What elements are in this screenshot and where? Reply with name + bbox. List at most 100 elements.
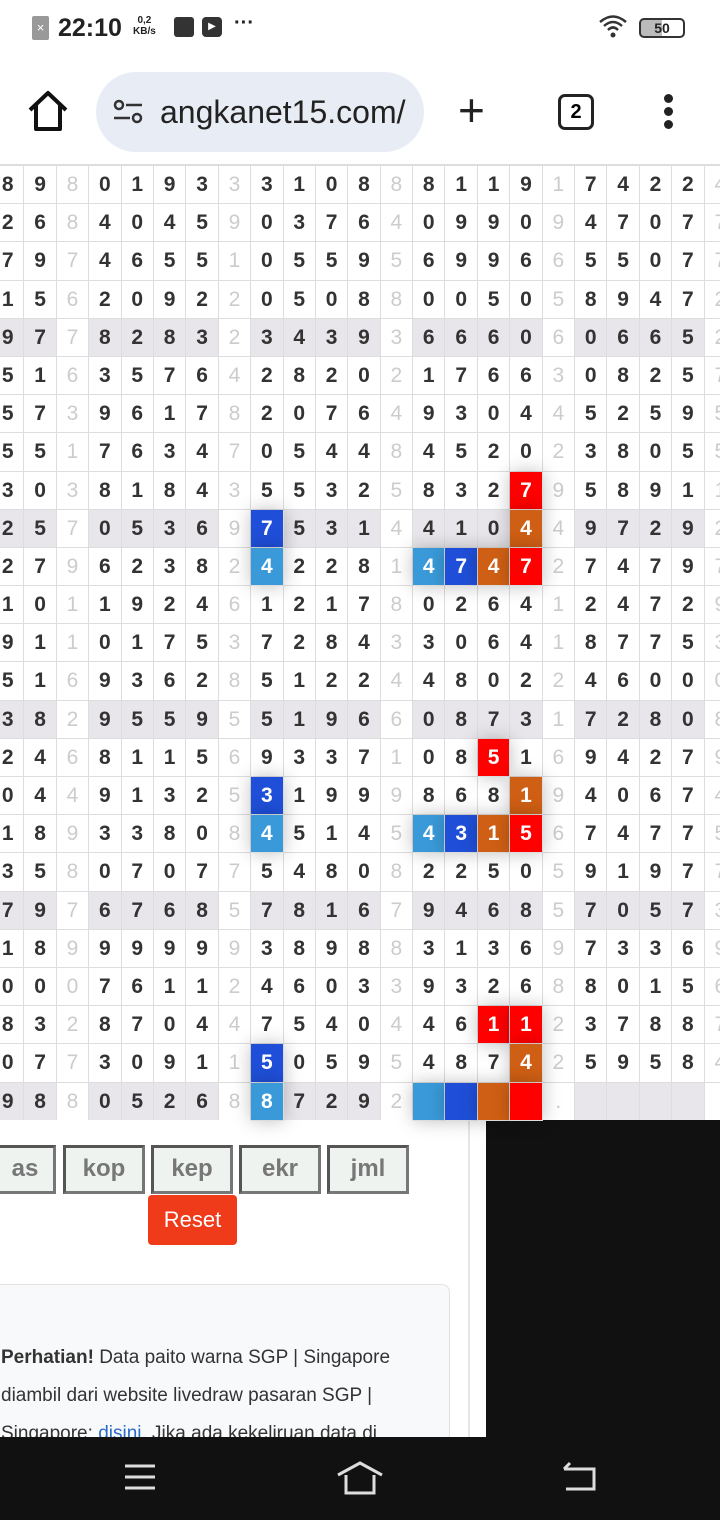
paito-cell[interactable]: 0 bbox=[283, 1044, 316, 1083]
paito-cell[interactable]: 7 bbox=[704, 356, 720, 396]
paito-cell[interactable]: 8 bbox=[445, 700, 478, 739]
recent-apps-icon[interactable] bbox=[122, 1461, 158, 1493]
paito-cell[interactable]: 9 bbox=[218, 509, 252, 548]
paito-cell[interactable]: 0 bbox=[89, 166, 122, 205]
paito-cell[interactable]: 2 bbox=[56, 1006, 90, 1045]
paito-cell[interactable]: 1 bbox=[445, 509, 478, 548]
paito-cell[interactable]: 1 bbox=[607, 853, 640, 892]
paito-cell[interactable]: 7 bbox=[56, 891, 90, 930]
paito-cell[interactable]: 8 bbox=[575, 967, 608, 1007]
paito-cell[interactable]: 3 bbox=[153, 509, 187, 548]
paito-cell[interactable]: 2 bbox=[380, 1082, 414, 1121]
paito-cell[interactable]: 5 bbox=[672, 356, 705, 396]
paito-cell[interactable]: 2 bbox=[283, 624, 316, 663]
paito-cell[interactable]: 5 bbox=[283, 280, 316, 319]
paito-cell[interactable] bbox=[704, 1082, 720, 1121]
paito-cell[interactable]: 4 bbox=[380, 204, 414, 243]
paito-cell[interactable]: 2 bbox=[56, 700, 90, 739]
paito-cell[interactable]: 8 bbox=[251, 1082, 284, 1121]
paito-cell[interactable]: 0 bbox=[413, 280, 446, 319]
paito-cell[interactable]: 2 bbox=[542, 1044, 576, 1083]
paito-cell[interactable]: 0 bbox=[348, 1006, 381, 1045]
paito-cell[interactable]: 6 bbox=[445, 1006, 478, 1045]
paito-cell[interactable]: 5 bbox=[251, 700, 284, 739]
paito-cell[interactable]: 7 bbox=[24, 547, 57, 587]
paito-cell[interactable]: 1 bbox=[283, 166, 316, 205]
paito-cell[interactable]: 9 bbox=[251, 738, 284, 777]
paito-cell[interactable]: 7 bbox=[251, 624, 284, 663]
paito-cell[interactable]: 2 bbox=[575, 586, 608, 625]
paito-cell[interactable]: 7 bbox=[56, 509, 90, 548]
paito-cell[interactable]: 1 bbox=[218, 242, 252, 281]
paito-cell[interactable]: 4 bbox=[89, 242, 122, 281]
paito-cell[interactable]: 8 bbox=[0, 1006, 25, 1045]
paito-cell[interactable]: 8 bbox=[672, 1044, 705, 1083]
paito-cell[interactable]: 9 bbox=[186, 929, 219, 968]
paito-cell[interactable]: 2 bbox=[445, 853, 478, 892]
paito-cell[interactable]: 7 bbox=[0, 891, 25, 930]
paito-cell[interactable]: 2 bbox=[413, 853, 446, 892]
paito-cell[interactable]: 3 bbox=[413, 624, 446, 663]
paito-cell[interactable]: 9 bbox=[218, 929, 252, 968]
paito-cell[interactable]: 3 bbox=[56, 395, 90, 434]
paito-cell[interactable]: 7 bbox=[575, 700, 608, 739]
paito-cell[interactable]: 7 bbox=[607, 509, 640, 548]
paito-cell[interactable]: 5 bbox=[186, 204, 219, 243]
paito-cell[interactable]: 3 bbox=[510, 700, 543, 739]
paito-cell[interactable]: 9 bbox=[121, 929, 154, 968]
paito-cell[interactable]: 6 bbox=[445, 777, 478, 816]
paito-cell[interactable]: 6 bbox=[89, 891, 122, 930]
paito-cell[interactable]: 3 bbox=[445, 395, 478, 434]
paito-cell[interactable]: 6 bbox=[153, 891, 187, 930]
paito-cell[interactable]: 7 bbox=[153, 624, 187, 663]
paito-cell[interactable]: 3 bbox=[251, 318, 284, 357]
paito-cell[interactable]: 9 bbox=[348, 777, 381, 816]
paito-cell[interactable]: 0 bbox=[607, 967, 640, 1007]
paito-cell[interactable]: 2 bbox=[89, 280, 122, 319]
paito-cell[interactable]: 8 bbox=[672, 1006, 705, 1045]
paito-cell[interactable]: 6 bbox=[477, 318, 511, 357]
paito-cell[interactable]: 4 bbox=[704, 1044, 720, 1083]
paito-cell[interactable]: 8 bbox=[639, 1006, 673, 1045]
paito-cell[interactable]: 8 bbox=[413, 166, 446, 205]
paito-cell[interactable]: 8 bbox=[380, 166, 414, 205]
paito-cell[interactable]: 0 bbox=[639, 204, 673, 243]
paito-cell[interactable]: 1 bbox=[186, 1044, 219, 1083]
paito-cell[interactable]: 1 bbox=[186, 967, 219, 1007]
paito-cell[interactable]: 4 bbox=[542, 509, 576, 548]
paito-cell[interactable]: 9 bbox=[153, 929, 187, 968]
paito-cell[interactable]: 8 bbox=[380, 853, 414, 892]
paito-cell[interactable]: 6 bbox=[672, 929, 705, 968]
paito-cell[interactable]: 4 bbox=[315, 1006, 349, 1045]
paito-cell[interactable]: 4 bbox=[348, 815, 381, 854]
paito-cell[interactable]: 1 bbox=[315, 586, 349, 625]
paito-cell[interactable]: 1 bbox=[542, 166, 576, 205]
paito-cell[interactable]: 4 bbox=[153, 204, 187, 243]
paito-cell[interactable]: 9 bbox=[607, 280, 640, 319]
paito-cell[interactable]: 2 bbox=[153, 1082, 187, 1121]
paito-cell[interactable]: 3 bbox=[413, 929, 446, 968]
paito-cell[interactable]: 2 bbox=[704, 509, 720, 548]
paito-cell[interactable]: 8 bbox=[283, 929, 316, 968]
paito-cell[interactable]: 4 bbox=[607, 738, 640, 777]
paito-cell[interactable]: 8 bbox=[413, 471, 446, 510]
paito-cell[interactable]: 1 bbox=[24, 662, 57, 701]
paito-cell[interactable]: 7 bbox=[24, 395, 57, 434]
paito-cell[interactable]: 1 bbox=[542, 624, 576, 663]
paito-cell[interactable]: 3 bbox=[89, 815, 122, 854]
paito-cell[interactable]: 3 bbox=[89, 1044, 122, 1083]
paito-cell[interactable]: 4 bbox=[251, 815, 284, 854]
paito-cell[interactable]: 7 bbox=[575, 166, 608, 205]
paito-cell[interactable]: 1 bbox=[153, 738, 187, 777]
paito-cell[interactable]: 5 bbox=[542, 891, 576, 930]
paito-cell[interactable]: 6 bbox=[283, 967, 316, 1007]
paito-cell[interactable]: 7 bbox=[575, 929, 608, 968]
paito-cell[interactable]: 4 bbox=[186, 586, 219, 625]
paito-cell[interactable]: 6 bbox=[348, 395, 381, 434]
paito-cell[interactable]: 1 bbox=[315, 891, 349, 930]
paito-cell[interactable]: 1 bbox=[445, 166, 478, 205]
paito-cell[interactable]: 9 bbox=[704, 738, 720, 777]
paito-cell[interactable]: 7 bbox=[283, 1082, 316, 1121]
paito-cell[interactable]: 2 bbox=[477, 967, 511, 1007]
paito-cell[interactable]: 4 bbox=[283, 853, 316, 892]
